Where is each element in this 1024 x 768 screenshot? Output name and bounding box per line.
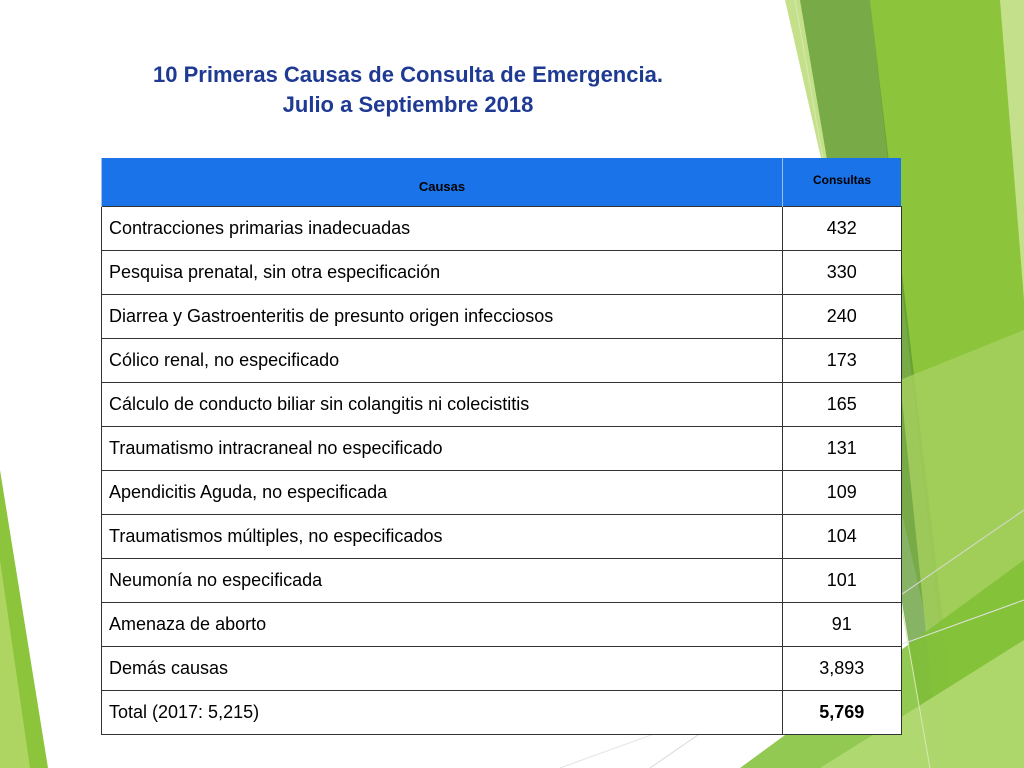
- table-row: Cálculo de conducto biliar sin colangiti…: [101, 382, 902, 427]
- cause-cell: Pesquisa prenatal, sin otra especificaci…: [101, 250, 783, 295]
- table-row: Demás causas 3,893: [101, 646, 902, 691]
- cause-cell: Traumatismo intracraneal no especificado: [101, 426, 783, 471]
- count-cell: 104: [782, 514, 902, 559]
- green-facet-bottom-light: [820, 640, 1024, 768]
- count-cell: 165: [782, 382, 902, 427]
- table-row: Amenaza de aborto 91: [101, 602, 902, 647]
- emergency-causes-table: Causas Consultas Contracciones primarias…: [101, 158, 902, 735]
- page-title: 10 Primeras Causas de Consulta de Emerge…: [153, 62, 663, 87]
- total-row: Total (2017: 5,215) 5,769: [101, 690, 902, 735]
- total-label-cell: Total (2017: 5,215): [101, 690, 783, 735]
- page-subtitle: Julio a Septiembre 2018: [282, 92, 534, 117]
- cause-cell: Diarrea y Gastroenteritis de presunto or…: [101, 294, 783, 339]
- green-facet-left-light: [0, 560, 30, 768]
- cause-cell: Contracciones primarias inadecuadas: [101, 206, 783, 251]
- table-row: Traumatismos múltiples, no especificados…: [101, 514, 902, 559]
- count-cell: 330: [782, 250, 902, 295]
- total-count-cell: 5,769: [782, 690, 902, 735]
- count-cell: 91: [782, 602, 902, 647]
- table-row: Diarrea y Gastroenteritis de presunto or…: [101, 294, 902, 339]
- count-cell: 3,893: [782, 646, 902, 691]
- cause-cell: Apendicitis Aguda, no especificada: [101, 470, 783, 515]
- count-cell: 131: [782, 426, 902, 471]
- cause-cell: Cálculo de conducto biliar sin colangiti…: [101, 382, 783, 427]
- cause-cell: Demás causas: [101, 646, 783, 691]
- header-consultas: Consultas: [782, 158, 901, 207]
- count-cell: 109: [782, 470, 902, 515]
- cause-cell: Traumatismos múltiples, no especificados: [101, 514, 783, 559]
- cause-cell: Amenaza de aborto: [101, 602, 783, 647]
- table-row: Apendicitis Aguda, no especificada 109: [101, 470, 902, 515]
- count-cell: 432: [782, 206, 902, 251]
- table-row: Pesquisa prenatal, sin otra especificaci…: [101, 250, 902, 295]
- count-cell: 240: [782, 294, 902, 339]
- table-header-row: Causas Consultas: [101, 158, 901, 207]
- count-cell: 101: [782, 558, 902, 603]
- header-causes: Causas: [101, 158, 783, 207]
- table-row: Traumatismo intracraneal no especificado…: [101, 426, 902, 471]
- table-row: Neumonía no especificada 101: [101, 558, 902, 603]
- table-row: Cólico renal, no especificado 173: [101, 338, 902, 383]
- cause-cell: Neumonía no especificada: [101, 558, 783, 603]
- cause-cell: Cólico renal, no especificado: [101, 338, 783, 383]
- count-cell: 173: [782, 338, 902, 383]
- table-row: Contracciones primarias inadecuadas 432: [101, 206, 902, 251]
